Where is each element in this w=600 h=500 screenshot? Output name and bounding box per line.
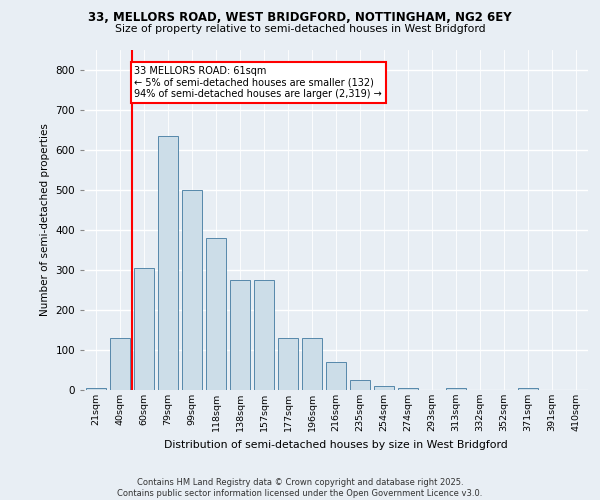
Bar bbox=[182, 190, 202, 390]
Bar bbox=[302, 338, 322, 390]
Bar bbox=[374, 386, 394, 390]
Bar bbox=[110, 338, 130, 390]
Y-axis label: Number of semi-detached properties: Number of semi-detached properties bbox=[40, 124, 50, 316]
Bar bbox=[350, 380, 370, 390]
Bar bbox=[230, 280, 250, 390]
Text: 33 MELLORS ROAD: 61sqm
← 5% of semi-detached houses are smaller (132)
94% of sem: 33 MELLORS ROAD: 61sqm ← 5% of semi-deta… bbox=[134, 66, 382, 99]
Text: 33, MELLORS ROAD, WEST BRIDGFORD, NOTTINGHAM, NG2 6EY: 33, MELLORS ROAD, WEST BRIDGFORD, NOTTIN… bbox=[88, 11, 512, 24]
Bar bbox=[446, 388, 466, 390]
Bar bbox=[326, 362, 346, 390]
Bar bbox=[158, 136, 178, 390]
Bar bbox=[254, 280, 274, 390]
Bar bbox=[398, 388, 418, 390]
Text: Contains HM Land Registry data © Crown copyright and database right 2025.
Contai: Contains HM Land Registry data © Crown c… bbox=[118, 478, 482, 498]
Bar bbox=[206, 238, 226, 390]
Text: Size of property relative to semi-detached houses in West Bridgford: Size of property relative to semi-detach… bbox=[115, 24, 485, 34]
Bar bbox=[278, 338, 298, 390]
Bar bbox=[134, 268, 154, 390]
Bar bbox=[86, 388, 106, 390]
Bar bbox=[518, 388, 538, 390]
X-axis label: Distribution of semi-detached houses by size in West Bridgford: Distribution of semi-detached houses by … bbox=[164, 440, 508, 450]
